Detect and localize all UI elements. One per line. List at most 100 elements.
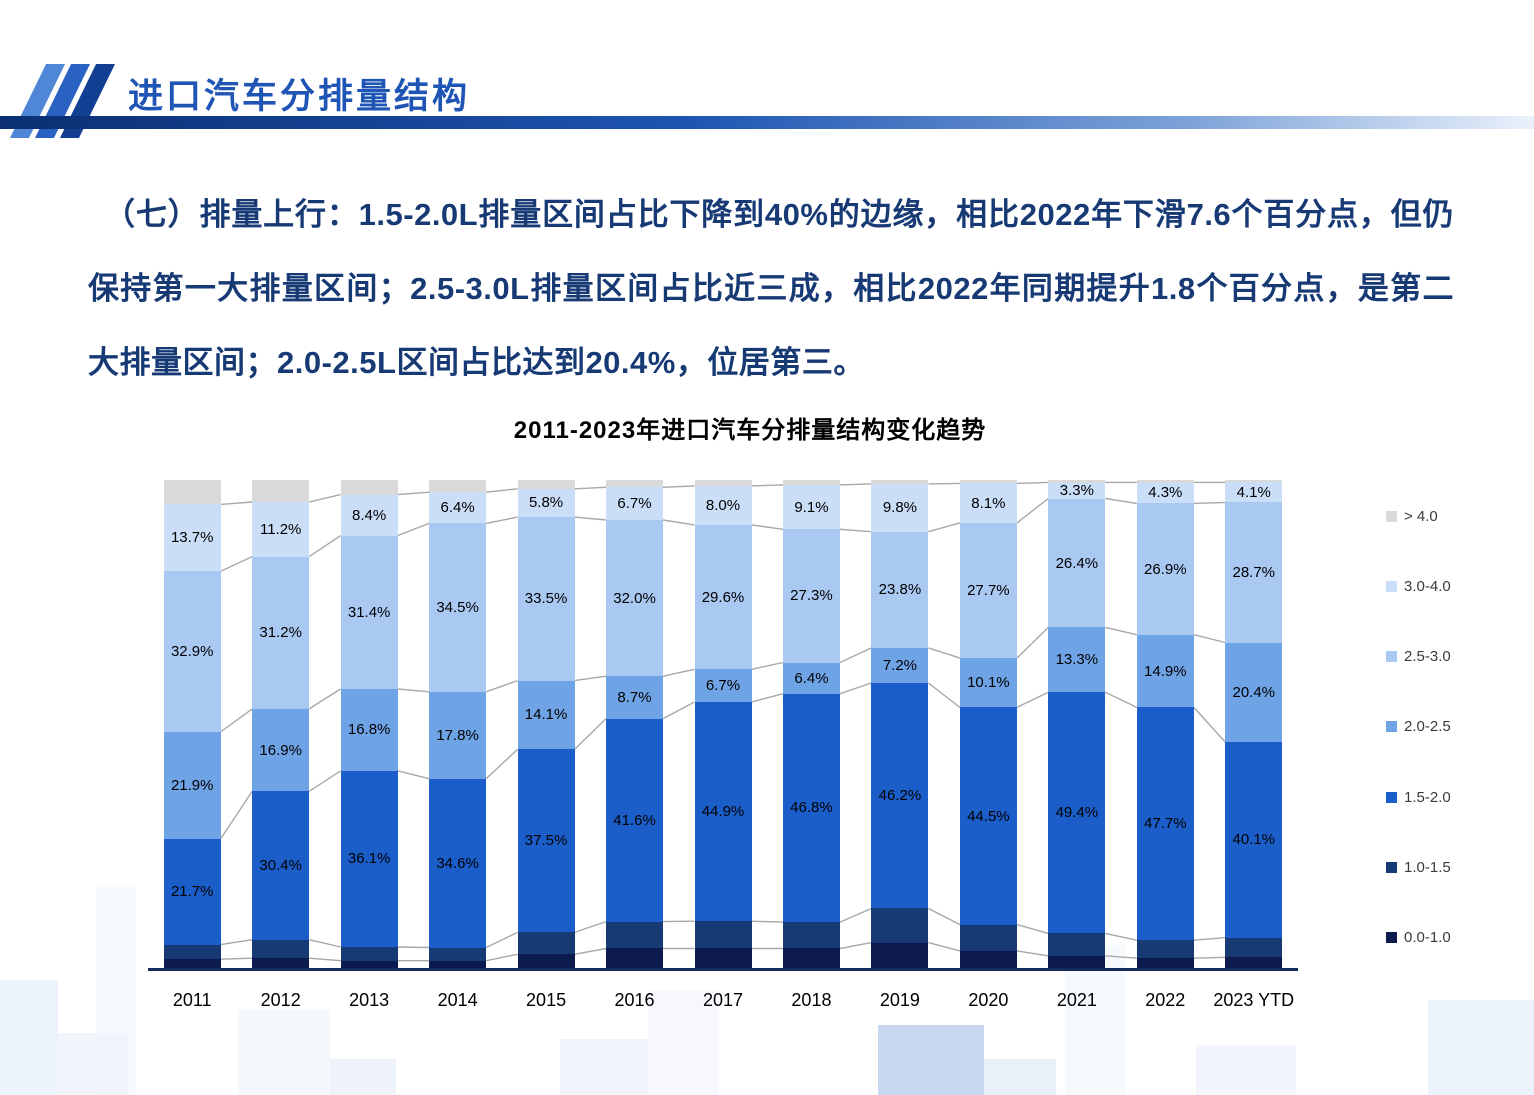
x-axis-label: 2019	[879, 990, 920, 1010]
segment-0.0-1.0	[782, 948, 840, 968]
legend-item: 1.0-1.5	[1386, 859, 1451, 876]
segment-> 4.0	[606, 480, 664, 488]
legend-swatch	[1386, 791, 1397, 803]
segment-2.0-2.5: 16.8%	[340, 688, 398, 771]
legend-item: 0.0-1.0	[1386, 929, 1451, 946]
segment-> 4.0	[1136, 480, 1194, 483]
segment-3.0-4.0: 4.3%	[1136, 482, 1194, 504]
segment-> 4.0	[694, 480, 752, 486]
bar-2020: 44.5% 10.1% 27.7% 8.1%	[959, 480, 1017, 968]
segment-1.5-2.0: 41.6%	[606, 718, 664, 922]
segment-value-label: 9.1%	[794, 498, 829, 516]
segment-value-label: 8.0%	[705, 496, 741, 514]
x-axis-label: 2015	[526, 990, 567, 1010]
bar-2022: 47.7% 14.9% 26.9% 4.3%	[1136, 480, 1194, 968]
segment-2.5-3.0: 34.5%	[429, 523, 487, 692]
bar-2017: 44.9% 6.7% 29.6% 8.0%	[694, 480, 752, 968]
segment-0.0-1.0	[959, 950, 1017, 968]
segment-value-label: 32.0%	[613, 589, 656, 607]
segment-value-label: 37.5%	[524, 832, 568, 850]
segment-value-label: 14.1%	[524, 706, 568, 724]
series-connector-lines	[220, 481, 1226, 962]
segment-2.5-3.0: 27.3%	[782, 529, 840, 663]
segment-1.5-2.0: 44.5%	[959, 707, 1017, 925]
segment-1.0-1.5	[871, 908, 929, 943]
segment-0.0-1.0	[340, 960, 398, 968]
segment-1.5-2.0: 37.5%	[517, 749, 575, 933]
segment-2.5-3.0: 27.7%	[959, 522, 1017, 659]
segment-value-label: 6.7%	[705, 677, 741, 695]
segment-1.0-1.5	[606, 921, 664, 949]
segment-> 4.0	[429, 480, 487, 493]
skyline-decoration	[984, 1059, 1056, 1095]
segment-0.0-1.0	[1225, 957, 1283, 968]
segment-> 4.0	[163, 480, 221, 505]
x-axis-label: 2011	[172, 990, 212, 1010]
legend-swatch	[1386, 581, 1397, 593]
segment-2.5-3.0: 32.9%	[163, 571, 221, 732]
x-axis-label: 2014	[437, 990, 478, 1010]
segment-2.5-3.0: 26.9%	[1136, 503, 1194, 635]
segment-value-label: 6.7%	[617, 495, 652, 513]
segment-2.0-2.5: 7.2%	[871, 647, 929, 684]
segment-value-label: 26.9%	[1144, 560, 1187, 578]
segment-2.0-2.5: 21.9%	[163, 731, 221, 839]
bar-2012: 30.4% 16.9% 31.2% 11.2%	[252, 480, 310, 968]
segment-> 4.0	[782, 480, 840, 485]
segment-value-label: 8.1%	[971, 494, 1006, 512]
segment-1.0-1.5	[340, 947, 398, 961]
segment-3.0-4.0: 8.1%	[959, 483, 1017, 523]
legend-label: 0.0-1.0	[1404, 928, 1451, 946]
x-axis-label: 2020	[968, 990, 1009, 1010]
segment-value-label: 10.1%	[967, 674, 1010, 692]
legend-item: 1.5-2.0	[1386, 789, 1451, 806]
legend-swatch	[1386, 861, 1397, 873]
segment-2.5-3.0: 28.7%	[1225, 502, 1283, 643]
segment-value-label: 29.6%	[701, 588, 745, 606]
segment-value-label: 49.4%	[1055, 804, 1099, 822]
bar-2018: 46.8% 6.4% 27.3% 9.1%	[782, 480, 840, 968]
segment-value-label: 47.7%	[1144, 815, 1187, 833]
segment-2.0-2.5: 16.9%	[252, 708, 310, 792]
segment-2.0-2.5: 8.7%	[606, 676, 664, 719]
segment-1.0-1.5	[252, 939, 310, 959]
segment-value-label: 23.8%	[878, 581, 922, 599]
segment-value-label: 46.2%	[878, 787, 922, 805]
segment-3.0-4.0: 9.8%	[871, 483, 929, 532]
segment-0.0-1.0	[163, 959, 221, 968]
segment-> 4.0	[959, 480, 1017, 484]
segment-> 4.0	[340, 480, 398, 495]
skyline-decoration	[560, 1039, 648, 1095]
legend-label: 2.5-3.0	[1404, 648, 1451, 666]
segment-3.0-4.0: 6.4%	[429, 492, 487, 524]
segment-1.0-1.5	[517, 932, 575, 955]
segment-value-label: 30.4%	[259, 857, 302, 875]
skyline-decoration	[1428, 1000, 1534, 1095]
bar-2015: 37.5% 14.1% 33.5% 5.8%	[517, 480, 575, 968]
bar-2016: 41.6% 8.7% 32.0% 6.7%	[606, 480, 664, 968]
chart-title: 2011-2023年进口汽车分排量结构变化趋势	[513, 417, 987, 444]
segment-value-label: 34.6%	[436, 854, 479, 872]
segment-3.0-4.0: 13.7%	[163, 504, 221, 572]
segment-2.0-2.5: 17.8%	[429, 691, 487, 779]
segment-value-label: 14.9%	[1144, 662, 1187, 680]
legend-label: 2.0-2.5	[1404, 718, 1451, 736]
x-axis-label: 2021	[1056, 990, 1097, 1010]
legend-label: > 4.0	[1404, 508, 1438, 525]
segment-value-label: 27.7%	[967, 582, 1010, 600]
segment-1.0-1.5	[163, 944, 221, 960]
segment-1.5-2.0: 30.4%	[252, 791, 310, 940]
segment-value-label: 31.2%	[259, 624, 302, 642]
segment-0.0-1.0	[606, 948, 664, 968]
segment-value-label: 21.7%	[170, 883, 214, 901]
segment-1.5-2.0: 34.6%	[429, 778, 487, 948]
skyline-decoration	[0, 980, 58, 1095]
segment-3.0-4.0: 4.1%	[1225, 482, 1283, 503]
segment-2.5-3.0: 31.2%	[252, 556, 310, 709]
skyline-decoration	[96, 885, 136, 1095]
segment-1.5-2.0: 36.1%	[340, 770, 398, 948]
segment-1.0-1.5	[694, 921, 752, 949]
segment-1.5-2.0: 40.1%	[1225, 742, 1283, 938]
segment-value-label: 27.3%	[790, 587, 833, 605]
segment-0.0-1.0	[871, 942, 929, 968]
